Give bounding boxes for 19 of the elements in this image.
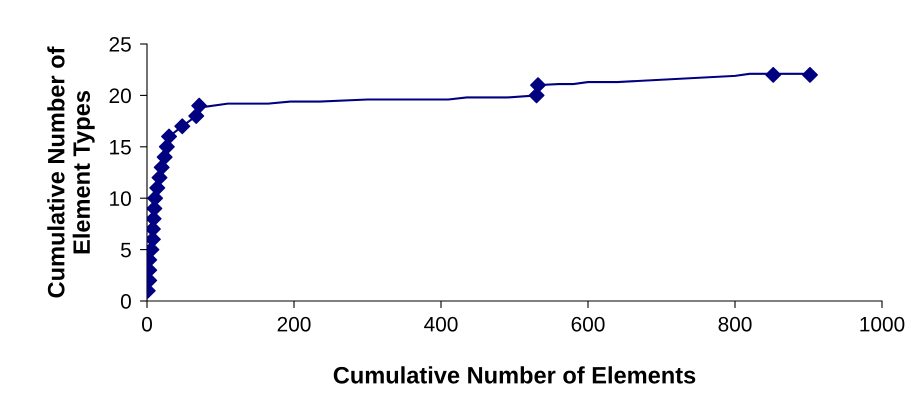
x-tick-label: 200	[278, 316, 311, 332]
y-tick-label: 20	[110, 88, 131, 104]
y-tick-label: 25	[110, 37, 131, 52]
x-tick-label: 800	[718, 316, 752, 332]
x-tick-label: 600	[572, 316, 605, 332]
point	[191, 98, 208, 114]
point	[161, 128, 178, 144]
x-tick-label: 400	[424, 316, 458, 332]
point	[174, 118, 190, 134]
y-axis-title: Cumulative Number of Element Types	[47, 46, 95, 298]
y-tick-label: 5	[120, 242, 131, 258]
x-tick-label: 1000	[860, 316, 904, 332]
x-axis-title: Cumulative Number of Elements	[334, 366, 696, 384]
y-tick-label: 0	[120, 294, 131, 309]
x-tick-label: 0	[142, 316, 152, 332]
point	[802, 66, 818, 83]
y-tick-label: 10	[110, 191, 131, 206]
point	[765, 66, 782, 83]
y-tick-label: 15	[110, 140, 131, 155]
